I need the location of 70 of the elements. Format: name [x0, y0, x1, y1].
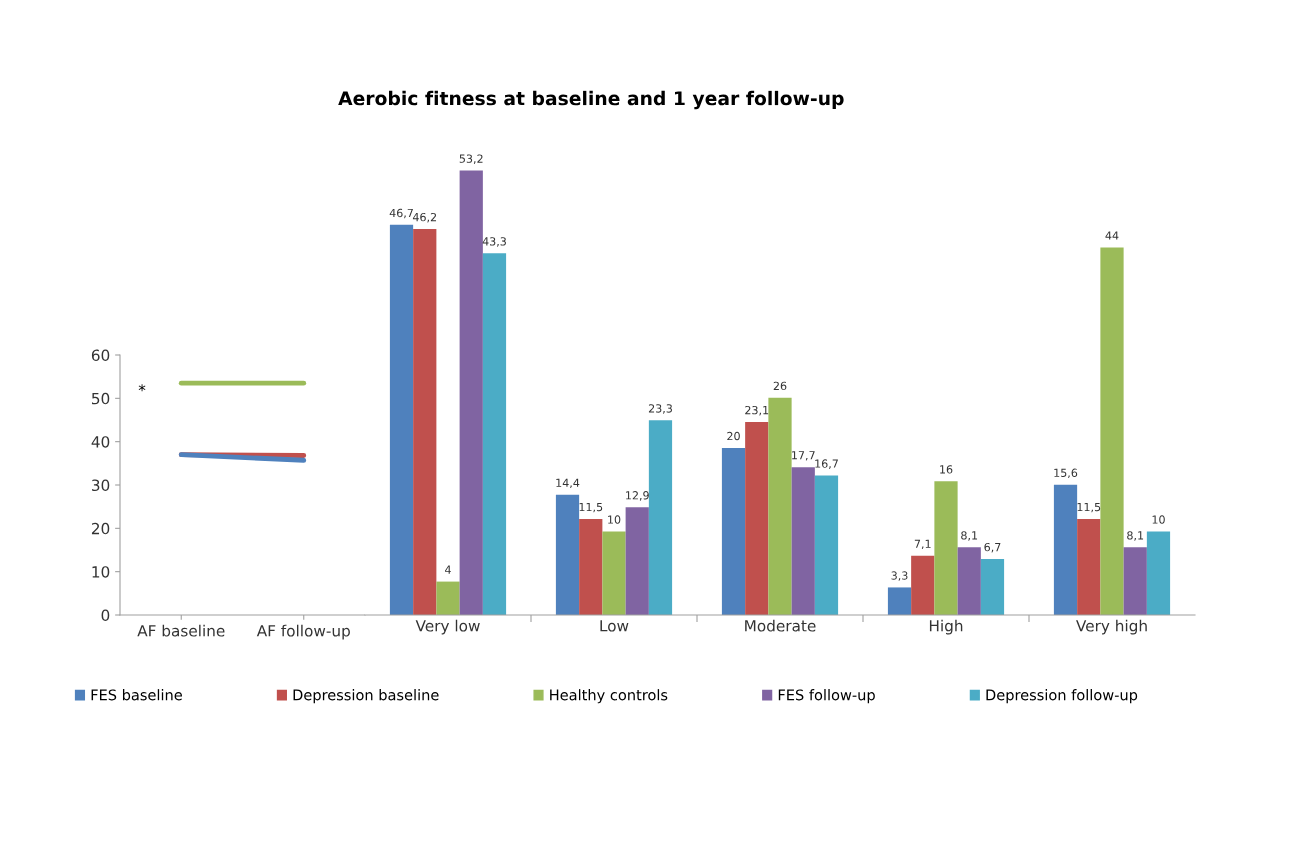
bar [887, 587, 912, 615]
bar [602, 531, 626, 615]
data-label: 15,6 [1054, 468, 1078, 479]
data-label: 4 [445, 565, 451, 574]
bar [980, 559, 1005, 615]
bar [1123, 547, 1147, 615]
bar [625, 507, 649, 615]
y-tick-label: 50 [92, 392, 110, 405]
bar [745, 422, 769, 615]
data-label: 17,7 [792, 451, 815, 461]
bar [555, 494, 580, 615]
legend-label: Healthy controls [550, 689, 668, 704]
y-tick-label: 0 [101, 609, 110, 622]
bar [413, 229, 437, 615]
y-tick-label: 60 [91, 349, 110, 362]
bar [482, 253, 507, 615]
y-tick-label: 10 [92, 566, 110, 578]
x-tick-label: High [929, 619, 963, 635]
data-label: 8,1 [1127, 531, 1144, 541]
bar [579, 518, 603, 615]
bar [814, 475, 839, 615]
data-label: 14,4 [556, 478, 580, 489]
x-tick-label: AF follow-up [256, 624, 350, 640]
data-label: 16 [940, 465, 953, 474]
bar [1077, 518, 1101, 615]
bar [957, 547, 981, 615]
data-label: 12,9 [626, 491, 649, 501]
bar [791, 467, 815, 615]
data-label: 6,7 [984, 542, 1001, 553]
legend-label: Depression follow-up [986, 689, 1138, 704]
data-label: 23,3 [648, 404, 672, 414]
x-tick-label: Moderate [745, 619, 816, 632]
data-label: 26 [773, 381, 787, 391]
bar [648, 420, 673, 615]
y-tick-label: 20 [91, 522, 110, 535]
bar [436, 581, 460, 615]
x-tick-label: Very low [415, 619, 480, 635]
x-tick-label: AF baseline [137, 624, 225, 637]
bar [1053, 484, 1078, 615]
data-label: 23,1 [745, 405, 769, 416]
bar [389, 224, 414, 615]
data-label: 46,2 [412, 212, 437, 223]
data-label: 7,1 [914, 539, 931, 550]
annotation: * [138, 384, 146, 392]
bar [934, 481, 958, 615]
y-tick-label: 30 [92, 479, 110, 492]
chart-title: Aerobic fitness at baseline and 1 year follow-up [338, 90, 844, 110]
data-label: 16,7 [815, 459, 838, 469]
data-label: 10 [1152, 515, 1165, 524]
data-label: 10 [608, 515, 621, 524]
legend-label: Depression baseline [293, 689, 439, 704]
bar [1100, 247, 1124, 615]
bar [911, 555, 935, 615]
data-label: 53,2 [459, 154, 483, 164]
data-label: 20 [727, 431, 740, 441]
data-label: 44 [1105, 231, 1119, 240]
bar [1146, 531, 1171, 615]
bar [459, 170, 483, 615]
x-tick-label: Low [600, 620, 629, 632]
data-label: 46,7 [389, 208, 413, 219]
legend-label: FES follow-up [778, 689, 875, 704]
bar [768, 397, 792, 615]
data-label: 11,5 [579, 502, 603, 513]
bar [721, 447, 746, 615]
x-tick-label: Very high [1076, 619, 1147, 635]
data-label: 3,3 [891, 571, 908, 581]
data-label: 11,5 [1077, 502, 1101, 513]
legend-label: FES baseline [91, 689, 182, 701]
y-tick-label: 40 [91, 436, 110, 448]
data-label: 8,1 [961, 531, 978, 541]
